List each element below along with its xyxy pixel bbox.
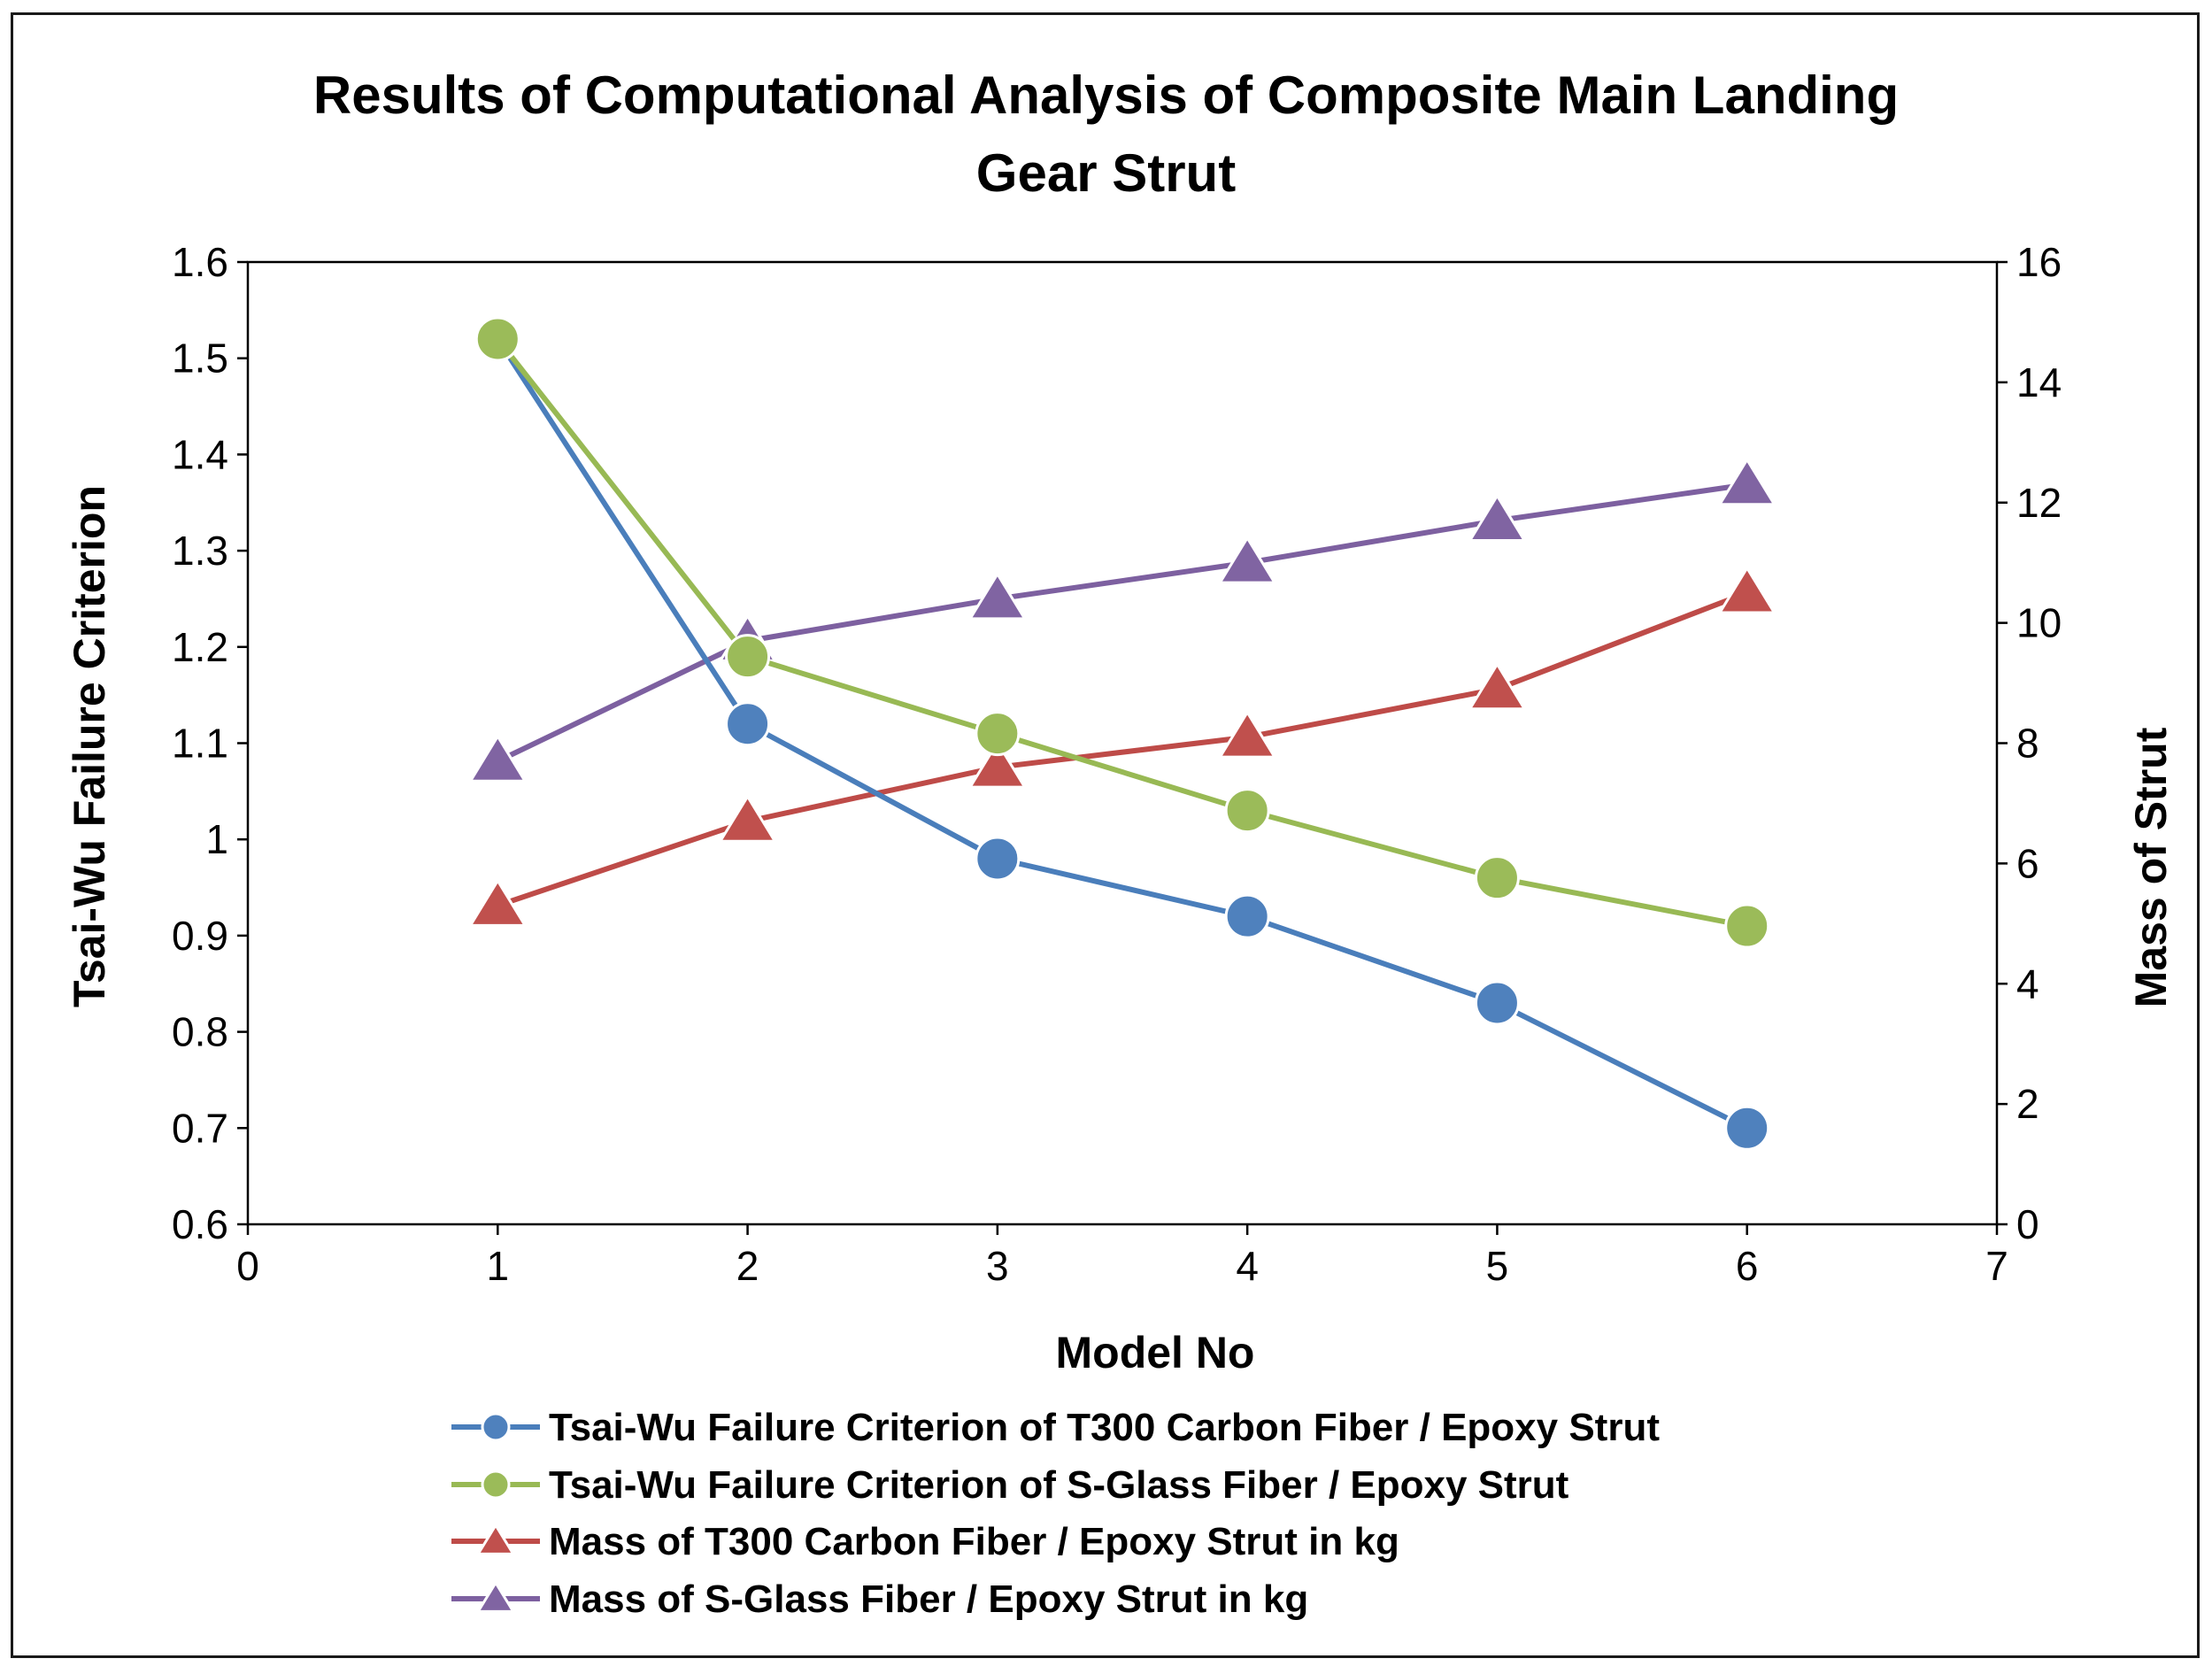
y-tick-label: 1.2: [172, 624, 228, 670]
series-2-point: [474, 316, 520, 362]
x-tick-label: 6: [1736, 1243, 1759, 1289]
y-tick-label: 0.6: [172, 1201, 228, 1247]
axes-layer: [246, 260, 1999, 1226]
y-tick-label: 0.7: [172, 1105, 228, 1151]
series-4-point: [1717, 457, 1777, 506]
ticks-layer: 0.60.70.80.911.11.21.31.41.51.6024681012…: [172, 239, 2062, 1289]
y2-tick-label: 0: [2016, 1201, 2039, 1247]
series-line-2: [495, 337, 1748, 929]
series-2-point: [1474, 855, 1520, 901]
y-tick-label: 1: [205, 816, 228, 862]
y2-tick-label: 10: [2016, 600, 2062, 646]
chart-title-line2: Gear Strut: [975, 143, 1237, 203]
series-4-point: [1467, 493, 1527, 543]
y2-tick-label: 6: [2016, 840, 2039, 886]
legend-marker-4: [475, 1580, 516, 1613]
series-1-point: [1224, 893, 1270, 939]
series-3-point: [1467, 661, 1527, 711]
legend-label-4: Mass of S-Glass Fiber / Epoxy Strut in k…: [549, 1578, 1308, 1621]
legend-marker-2: [481, 1470, 511, 1500]
y2-tick-label: 8: [2016, 721, 2039, 767]
series-line-1: [495, 337, 1749, 1130]
series-4-point: [467, 734, 528, 783]
y-tick-label: 1.4: [172, 431, 228, 477]
chart-title-line1: Results of Computational Analysis of Com…: [312, 66, 1900, 125]
series-2-point: [1224, 788, 1270, 834]
series-2-point: [1724, 903, 1770, 949]
y2-tick-label: 12: [2016, 480, 2062, 526]
x-tick-label: 2: [736, 1243, 759, 1289]
y2-tick-label: 16: [2016, 239, 2062, 285]
series-3-point: [1717, 565, 1777, 614]
y-tick-label: 1.5: [172, 336, 228, 382]
y-tick-label: 1.1: [172, 721, 228, 767]
y-axis-title: Tsai-Wu Failure Criterion: [65, 485, 114, 1007]
y-tick-label: 1.6: [172, 239, 228, 285]
series-1-point: [1474, 980, 1520, 1026]
series-3-point: [718, 793, 778, 843]
x-axis-title: Model No: [1056, 1328, 1255, 1377]
y2-tick-label: 2: [2016, 1081, 2039, 1127]
series-1-point: [725, 701, 771, 747]
legend: Tsai-Wu Failure Criterion of T300 Carbon…: [451, 1406, 1660, 1621]
x-tick-label: 1: [486, 1243, 509, 1289]
y-tick-label: 0.9: [172, 913, 228, 959]
series-3-point: [467, 878, 528, 927]
series-2-point: [725, 634, 771, 680]
y-tick-label: 0.8: [172, 1009, 228, 1055]
legend-label-2: Tsai-Wu Failure Criterion of S-Glass Fib…: [549, 1463, 1569, 1507]
x-tick-label: 7: [1985, 1243, 2008, 1289]
series-2-point: [975, 711, 1021, 757]
legend-marker-1: [481, 1412, 511, 1442]
series-3-point: [1217, 709, 1277, 759]
x-tick-label: 4: [1236, 1243, 1259, 1289]
series-layer: [467, 316, 1777, 1151]
legend-marker-3: [475, 1523, 516, 1555]
series-line-3: [497, 590, 1748, 908]
x-tick-label: 0: [236, 1243, 259, 1289]
y2-tick-label: 14: [2016, 359, 2062, 405]
series-1-point: [1724, 1105, 1770, 1151]
y-tick-label: 1.3: [172, 528, 228, 574]
legend-label-1: Tsai-Wu Failure Criterion of T300 Carbon…: [549, 1406, 1660, 1449]
x-tick-label: 5: [1486, 1243, 1509, 1289]
x-tick-label: 3: [986, 1243, 1009, 1289]
series-4-point: [967, 571, 1028, 621]
series-4-point: [1217, 535, 1277, 584]
series-3-point: [967, 739, 1028, 789]
plot-area: [246, 260, 1999, 1226]
chart-frame: [11, 12, 2200, 1658]
y2-axis-title: Mass of Strut: [2126, 727, 2176, 1007]
series-1-point: [975, 836, 1021, 882]
legend-label-3: Mass of T300 Carbon Fiber / Epoxy Strut …: [549, 1520, 1399, 1563]
y2-tick-label: 4: [2016, 960, 2039, 1007]
